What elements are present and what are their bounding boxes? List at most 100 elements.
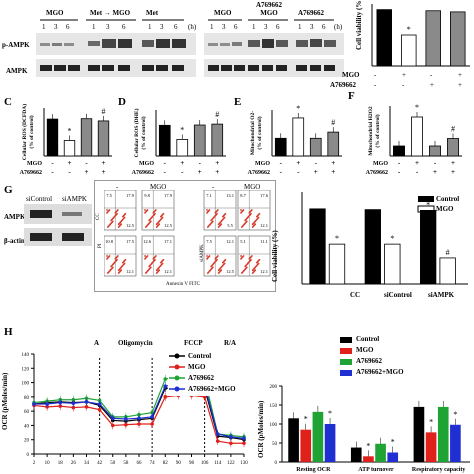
axis-label: Cellular ROS (DCFDA): [21, 104, 28, 160]
treatment-sign: +: [331, 159, 335, 167]
panel-letter-e: E: [234, 96, 242, 108]
x-tick-label: 74: [150, 461, 156, 466]
data-point: [163, 395, 168, 399]
treatment-label: MGO: [139, 161, 154, 167]
treatment-sign: +: [85, 168, 89, 176]
axis-label: Cellular ROS (DHE): [133, 108, 140, 157]
data-point: [215, 439, 220, 443]
annot-fccp: FCCP: [184, 339, 203, 347]
data-point: [45, 402, 49, 406]
category-label: Respiratory capacity: [412, 467, 466, 473]
category-label: ATP turnover: [358, 467, 394, 473]
flow-event: [161, 216, 164, 219]
bar: [425, 432, 437, 462]
panelA-group-lines: [40, 19, 184, 21]
flow-event: [208, 209, 211, 211]
treatment-sign: +: [415, 159, 419, 167]
panelA-row-label-ampk: AMPK: [6, 67, 28, 75]
treatment-label: MGO: [255, 161, 270, 167]
flow-event: [250, 258, 252, 261]
flow-event: [116, 209, 119, 211]
panelA-time-row: 1 3 6 1 3 6 1 3 6 (h): [38, 24, 198, 34]
panelA-blot-image: [36, 33, 196, 77]
treatment-sign: +: [451, 168, 455, 176]
bar: [401, 34, 417, 67]
time-label: 1: [252, 23, 256, 31]
bar: [387, 452, 399, 462]
line-legend-label: A769662+MGO: [188, 385, 236, 393]
legend-mgo-label: MGO: [436, 205, 454, 213]
sign: -: [430, 71, 433, 79]
legend-swatch-control: [418, 196, 434, 202]
flow-event: [220, 223, 223, 226]
corner-signs: - + - + - - + +: [366, 72, 474, 92]
y-tick-label: 60: [24, 410, 30, 415]
category-label: Resting OCR: [296, 467, 331, 473]
flow-ylabel: PI: [98, 243, 103, 248]
flow-event: [211, 220, 214, 223]
flow-event: [124, 212, 127, 215]
panel-letter-f: F: [348, 90, 355, 102]
x-tick-label: 98: [189, 461, 195, 466]
data-point: [32, 402, 36, 406]
flow-event: [240, 209, 242, 211]
panel-h-bar-chart: 0 50 100 150 200 * * Resting OCR * * ATP turnover *…: [270, 385, 470, 473]
flow-event: [208, 255, 211, 257]
quadrant-value: 17.9: [126, 193, 135, 198]
panel-letter-h: H: [4, 326, 13, 338]
data-point: [124, 422, 128, 427]
x-tick-label: 106: [201, 461, 209, 466]
bar: [158, 124, 171, 157]
treatment-sign: -: [416, 168, 419, 176]
quadrant-value: 12.5: [126, 223, 135, 228]
sign: +: [430, 81, 434, 89]
panelA-group-met-mgo: Met → MGO: [90, 9, 131, 17]
flow-event: [154, 258, 156, 261]
bar: [327, 131, 340, 157]
treatment-sign: +: [314, 168, 318, 176]
x-tick-label: 10: [45, 461, 51, 466]
flow-event: [250, 255, 253, 257]
x-tick-label: 130: [240, 461, 248, 466]
significance-mark: *: [453, 410, 457, 419]
flow-event: [108, 209, 111, 211]
time-label: 1: [210, 23, 214, 31]
significance-mark: *: [335, 234, 339, 243]
time-unit: (h): [334, 23, 343, 31]
data-point: [137, 422, 141, 426]
treatment-sign: +: [215, 168, 219, 176]
treatment-sign: +: [180, 159, 184, 167]
treatment-sign: +: [331, 168, 335, 176]
panelA-row-label-pampk: p-AMPK: [2, 41, 30, 49]
bar: [328, 243, 346, 285]
legend-swatch-a769-mgo: [340, 370, 352, 376]
flow-event: [161, 262, 164, 265]
significance-mark: *: [366, 441, 370, 450]
bar: [413, 406, 425, 462]
quadrant-value: 12.6: [143, 239, 152, 244]
flow-row-label: CC: [96, 213, 101, 220]
time-label: 1: [42, 23, 46, 31]
bar: [288, 418, 299, 462]
quadrant-value: 12.1: [126, 269, 134, 274]
data-point: [58, 400, 63, 405]
bar: [309, 137, 322, 157]
treatment-sign: -: [280, 159, 283, 167]
blot-row-ampk: AMPK: [4, 213, 26, 221]
panelB-group-a769: A769662: [298, 9, 325, 17]
annot-ra: R/A: [224, 339, 237, 347]
treatment-sign: -: [434, 159, 437, 167]
y-tick-label: 200: [270, 385, 278, 390]
data-point: [163, 377, 168, 381]
bar: [309, 208, 326, 285]
flow-event: [245, 266, 248, 269]
y-tick-label: 0: [27, 453, 30, 458]
legend-label: MGO: [356, 346, 374, 354]
data-point: [150, 422, 154, 426]
time-label: 1: [298, 23, 302, 31]
bar: [450, 424, 461, 462]
treatment-sign: -: [164, 159, 167, 167]
flow-event: [216, 255, 219, 257]
significance-mark: *: [391, 438, 395, 447]
